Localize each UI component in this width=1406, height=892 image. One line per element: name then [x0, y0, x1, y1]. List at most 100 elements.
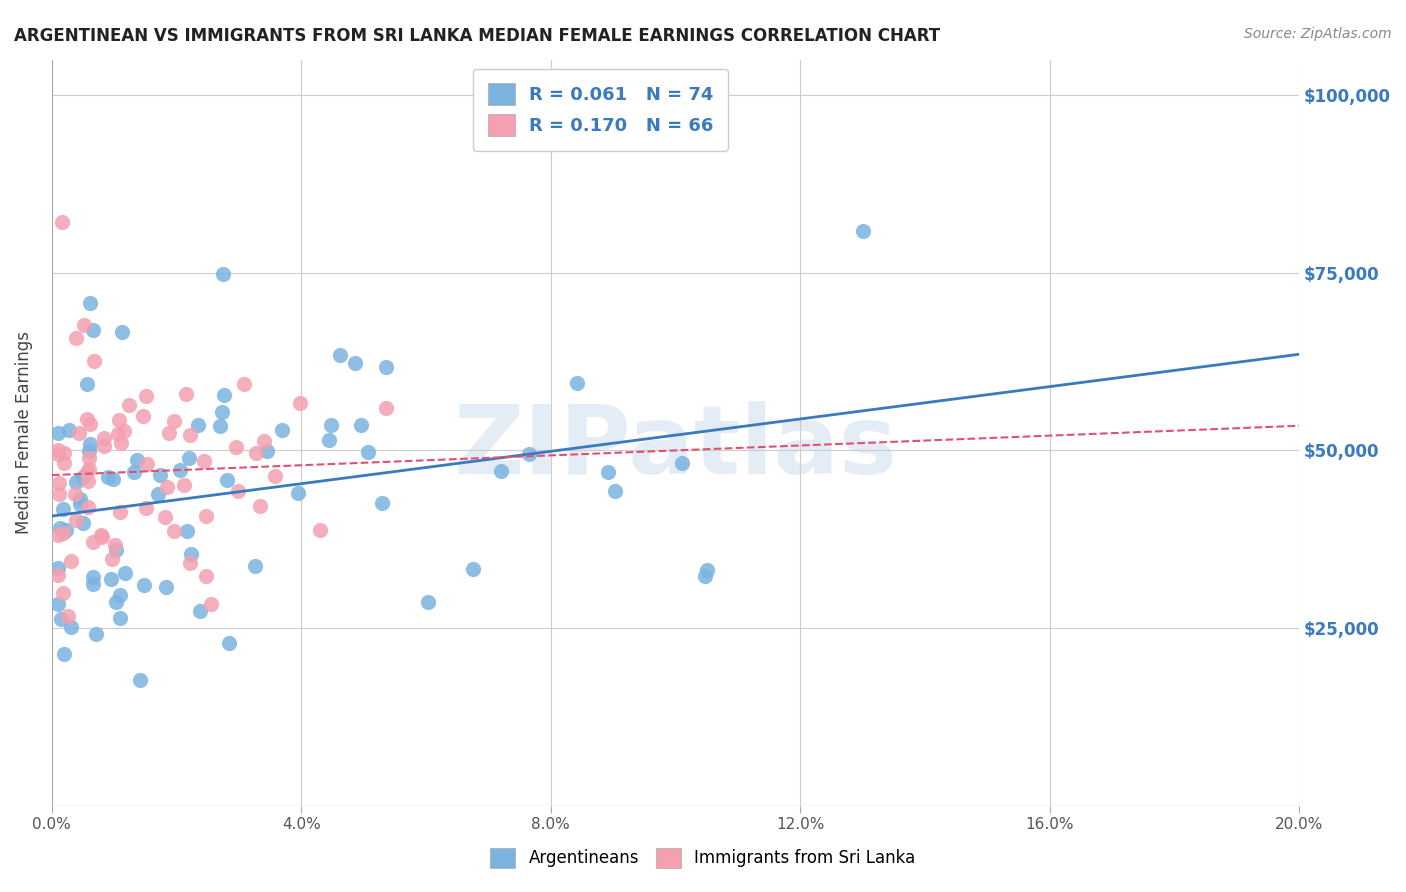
- Point: [127, 452, 149, 467]
- Point: [163, 414, 186, 428]
- Point: [55, 523, 77, 537]
- Point: [76, 377, 98, 392]
- Text: ARGENTINEAN VS IMMIGRANTS FROM SRI LANKA MEDIAN FEMALE EARNINGS CORRELATION CHAR: ARGENTINEAN VS IMMIGRANTS FROM SRI LANKA…: [14, 27, 941, 45]
- Point: [263, 469, 285, 483]
- Point: [256, 444, 278, 458]
- Point: [72, 470, 94, 484]
- Point: [245, 446, 267, 460]
- Point: [195, 569, 218, 583]
- Point: [76, 474, 98, 488]
- Point: [328, 347, 350, 361]
- Point: [179, 556, 201, 570]
- Point: [517, 446, 540, 460]
- Point: [157, 425, 180, 440]
- Point: [60, 554, 83, 568]
- Point: [72, 516, 94, 530]
- Point: [86, 626, 108, 640]
- Text: ZIPatlas: ZIPatlas: [454, 401, 897, 494]
- Point: [211, 405, 233, 419]
- Point: [76, 466, 98, 480]
- Point: [271, 423, 294, 437]
- Point: [69, 497, 91, 511]
- Point: [132, 578, 155, 592]
- Point: [91, 530, 114, 544]
- Point: [100, 552, 122, 566]
- Point: [46, 446, 69, 460]
- Point: [52, 586, 75, 600]
- Point: [565, 376, 588, 391]
- Point: [108, 505, 131, 519]
- Point: [46, 597, 69, 611]
- Point: [149, 468, 172, 483]
- Point: [155, 509, 177, 524]
- Point: [82, 534, 104, 549]
- Point: [49, 521, 72, 535]
- Point: [243, 558, 266, 573]
- Point: [52, 446, 75, 460]
- Point: [212, 388, 235, 402]
- Point: [603, 484, 626, 499]
- Point: [108, 611, 131, 625]
- Point: [308, 523, 330, 537]
- Point: [489, 464, 512, 478]
- Point: [73, 318, 96, 333]
- Point: [58, 609, 80, 624]
- Point: [59, 620, 82, 634]
- Point: [93, 439, 115, 453]
- Point: [65, 513, 87, 527]
- Y-axis label: Median Female Earnings: Median Female Earnings: [15, 331, 32, 534]
- Point: [135, 500, 157, 515]
- Point: [252, 434, 274, 448]
- Point: [155, 480, 177, 494]
- Point: [52, 526, 75, 541]
- Point: [169, 463, 191, 477]
- Point: [100, 572, 122, 586]
- Point: [118, 398, 141, 412]
- Point: [90, 528, 112, 542]
- Point: [79, 296, 101, 310]
- Point: [103, 472, 125, 486]
- Point: [163, 524, 186, 539]
- Point: [46, 568, 69, 582]
- Point: [416, 595, 439, 609]
- Point: [51, 215, 73, 229]
- Point: [111, 325, 134, 339]
- Point: [371, 496, 394, 510]
- Point: [226, 483, 249, 498]
- Point: [65, 475, 87, 489]
- Point: [105, 595, 128, 609]
- Point: [696, 563, 718, 577]
- Point: [79, 462, 101, 476]
- Point: [53, 647, 76, 661]
- Point: [114, 566, 136, 580]
- Point: [232, 376, 254, 391]
- Point: [350, 417, 373, 432]
- Point: [671, 456, 693, 470]
- Point: [135, 389, 157, 403]
- Point: [357, 445, 380, 459]
- Point: [110, 436, 132, 450]
- Point: [48, 476, 70, 491]
- Point: [79, 443, 101, 458]
- Point: [375, 359, 398, 374]
- Point: [65, 487, 87, 501]
- Point: [319, 417, 342, 432]
- Point: [52, 457, 75, 471]
- Point: [76, 411, 98, 425]
- Point: [46, 561, 69, 575]
- Legend: Argentineans, Immigrants from Sri Lanka: Argentineans, Immigrants from Sri Lanka: [484, 841, 922, 875]
- Point: [79, 437, 101, 451]
- Point: [46, 442, 69, 457]
- Point: [146, 486, 169, 500]
- Point: [463, 562, 485, 576]
- Point: [343, 356, 366, 370]
- Point: [200, 597, 222, 611]
- Point: [287, 486, 309, 500]
- Point: [105, 543, 128, 558]
- Point: [218, 636, 240, 650]
- Point: [135, 457, 157, 471]
- Point: [49, 612, 72, 626]
- Point: [215, 473, 238, 487]
- Point: [188, 604, 211, 618]
- Point: [176, 524, 198, 539]
